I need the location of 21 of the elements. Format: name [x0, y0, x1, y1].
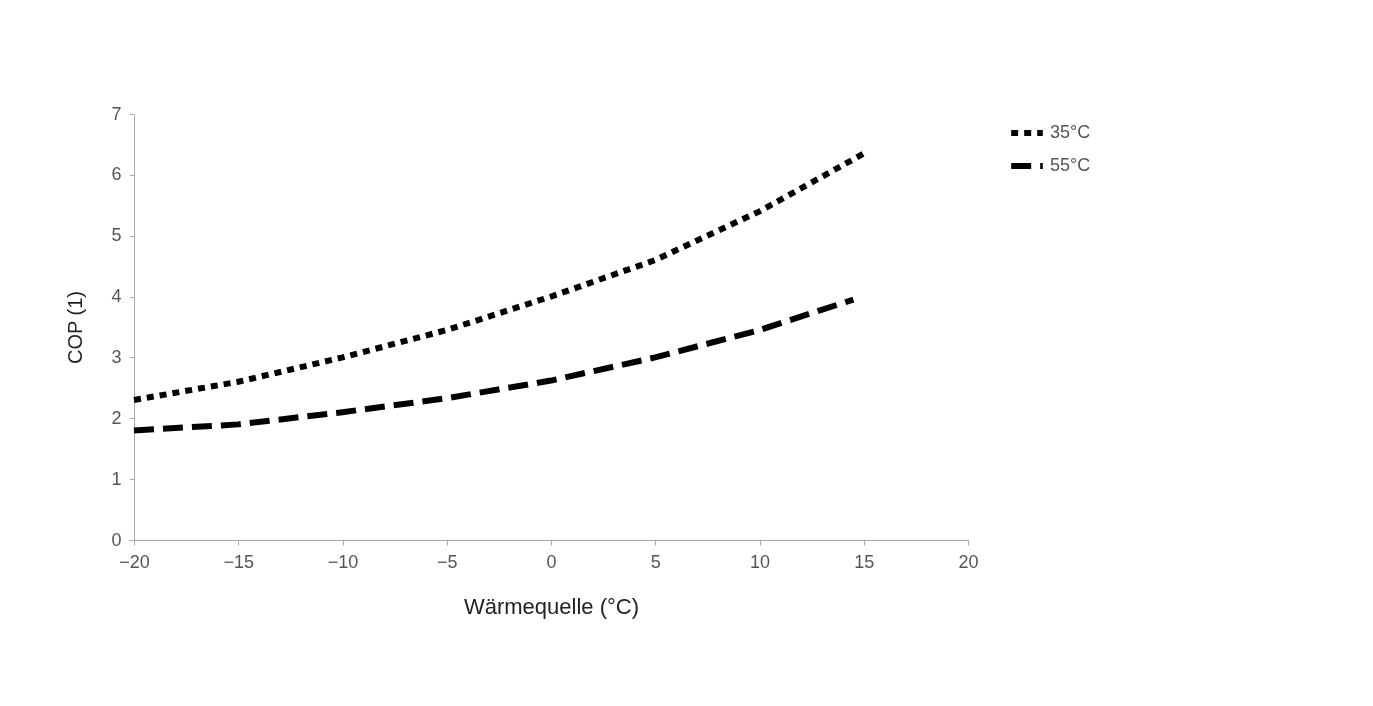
y-axis-title: COP (1)	[64, 291, 87, 364]
x-tick-label: 10	[749, 551, 771, 572]
x-tick-label: 0	[546, 551, 557, 572]
y-tick-label: 5	[111, 225, 122, 246]
x-tick-label: 15	[854, 551, 875, 572]
y-tick-label: 2	[111, 407, 122, 428]
y-tick-label: 3	[111, 346, 122, 367]
y-tick-label: 6	[111, 164, 122, 185]
x-tick-label: −5	[436, 551, 458, 572]
y-tick-label: 0	[111, 529, 122, 550]
x-tick-label: 5	[650, 551, 661, 572]
x-tick-label: −10	[327, 551, 359, 572]
legend-label: 55°C	[1050, 155, 1091, 175]
y-tick-label: 1	[111, 468, 122, 489]
legend-label: 35°C	[1050, 122, 1091, 142]
x-tick-label: −15	[223, 551, 255, 572]
x-axis-title: Wärmequelle (°C)	[463, 593, 640, 619]
x-tick-label: 20	[958, 551, 979, 572]
x-tick-label: −20	[119, 551, 150, 572]
y-tick-label: 7	[111, 103, 122, 124]
y-tick-label: 4	[111, 286, 122, 307]
